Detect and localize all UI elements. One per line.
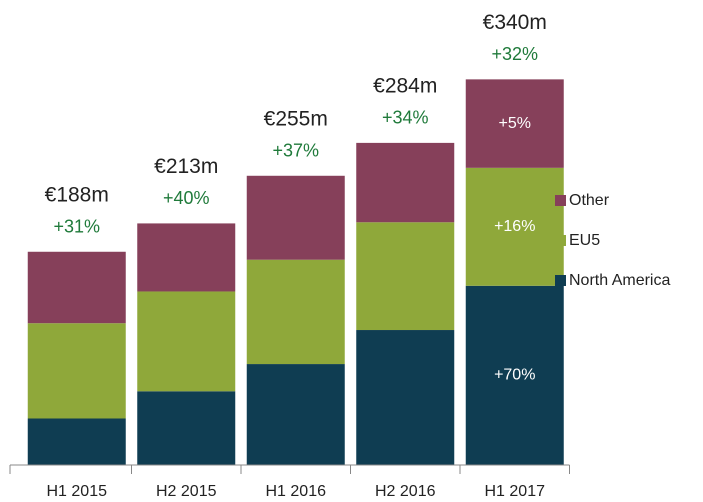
x-tick-label: H1 2016: [266, 483, 327, 500]
bar-segment: [246, 175, 345, 260]
growth-label: +37%: [272, 141, 319, 161]
bar-segment: [137, 223, 236, 292]
x-tick-label: H2 2016: [375, 483, 436, 500]
segment-annotation: +70%: [494, 367, 535, 384]
bar-segment: [465, 167, 564, 286]
legend-swatch: [555, 195, 566, 206]
bar-segment: [27, 323, 126, 419]
growth-label: +40%: [163, 188, 210, 208]
bar-segment: [27, 251, 126, 324]
total-label: €255m: [264, 107, 328, 130]
total-label: €213m: [154, 155, 218, 178]
legend-label: North America: [569, 272, 670, 289]
segment-annotation: +5%: [499, 115, 531, 132]
growth-label: +32%: [491, 44, 538, 64]
bar-segment: [246, 259, 345, 365]
total-label: €188m: [45, 183, 109, 206]
bar-segment: [137, 291, 236, 392]
growth-label: +34%: [382, 108, 429, 128]
bar-segment: [356, 330, 455, 465]
x-tick-label: H1 2017: [485, 483, 546, 500]
x-tick-label: H2 2015: [156, 483, 217, 500]
bar-segment: [246, 364, 345, 465]
bar-segment: [356, 222, 455, 331]
bar-segment: [356, 142, 455, 223]
legend-swatch: [555, 235, 566, 246]
total-label: €340m: [483, 11, 547, 34]
legend-label: EU5: [569, 232, 600, 249]
growth-label: +31%: [53, 217, 100, 237]
total-label: €284m: [373, 74, 437, 97]
legend-label: Other: [569, 192, 610, 209]
bar-segment: [465, 285, 564, 465]
bar-segment: [465, 79, 564, 168]
bar-segment: [137, 391, 236, 465]
x-tick-label: H1 2015: [47, 483, 108, 500]
legend-swatch: [555, 275, 566, 286]
segment-annotation: +16%: [494, 218, 535, 235]
bar-segment: [27, 418, 126, 465]
